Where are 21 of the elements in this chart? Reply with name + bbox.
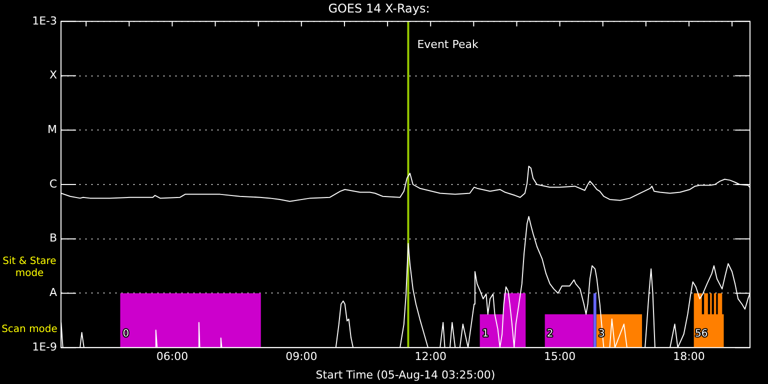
annotation: 2: [546, 328, 554, 340]
y-tick-label: 1E-9: [32, 340, 57, 354]
annotation: 56: [695, 328, 708, 340]
y-tick-label: A: [49, 286, 58, 300]
y-tick-label: B: [49, 232, 57, 245]
x-tick-label: 06:00: [156, 350, 188, 364]
y-tick-label: X: [49, 68, 58, 82]
ref-line-label: Event Peak: [417, 38, 479, 51]
y-tick-label: M: [48, 122, 57, 136]
text: Sit & Stare mode: [2, 256, 56, 280]
annotation: 0: [122, 328, 130, 340]
x-tick-label: 18:00: [673, 350, 705, 364]
x-axis-title: Start Time (05-Aug-14 03:25:00): [316, 368, 496, 382]
x-tick-label: 09:00: [286, 350, 318, 364]
x-tick-label: 15:00: [544, 350, 576, 364]
y-tick-label: 1E-3: [32, 14, 57, 28]
x-tick-label: 12:00: [414, 350, 446, 364]
annotation: 1: [482, 328, 489, 340]
chart-title: GOES 14 X-Rays:: [328, 1, 430, 16]
text: Scan mode: [2, 324, 58, 336]
y-tick-label: C: [49, 177, 58, 190]
